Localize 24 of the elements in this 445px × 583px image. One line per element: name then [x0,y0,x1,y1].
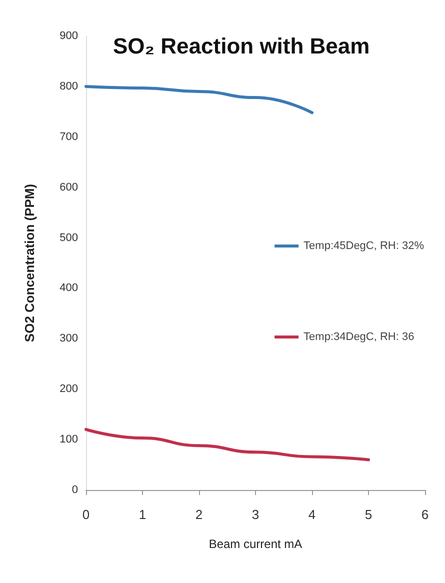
y-tick-label: 600 [60,181,78,194]
y-axis-title: SO2 Concentration (PPM) [22,184,37,342]
x-tick-label: 0 [82,507,90,522]
y-tick-label: 400 [60,282,78,294]
x-tick-label: 2 [195,507,203,522]
y-tick-label: 700 [60,130,78,143]
x-tick-label: 3 [252,507,260,522]
y-tick-label: 900 [60,30,78,42]
y-tick-label: 500 [60,232,78,244]
legend-label: Temp:34DegC, RH: 36 [304,331,414,343]
y-tick-label: 300 [60,332,78,345]
y-tick-label: 100 [60,434,78,446]
x-axis-title: Beam current mA [208,537,302,551]
legend-label: Temp:45DegC, RH: 32% [304,240,424,252]
y-tick-label: 0 [72,484,78,496]
line-series [84,84,314,114]
chart-title: SO₂ Reaction with Beam [113,34,370,58]
y-tick-label: 200 [60,383,78,396]
x-tick-label: 5 [364,507,372,522]
x-tick-label: 4 [308,507,316,522]
x-tick-label: 6 [421,507,429,522]
line-series [84,428,370,462]
x-tick-label: 1 [138,507,146,522]
y-tick-label: 800 [60,80,78,92]
